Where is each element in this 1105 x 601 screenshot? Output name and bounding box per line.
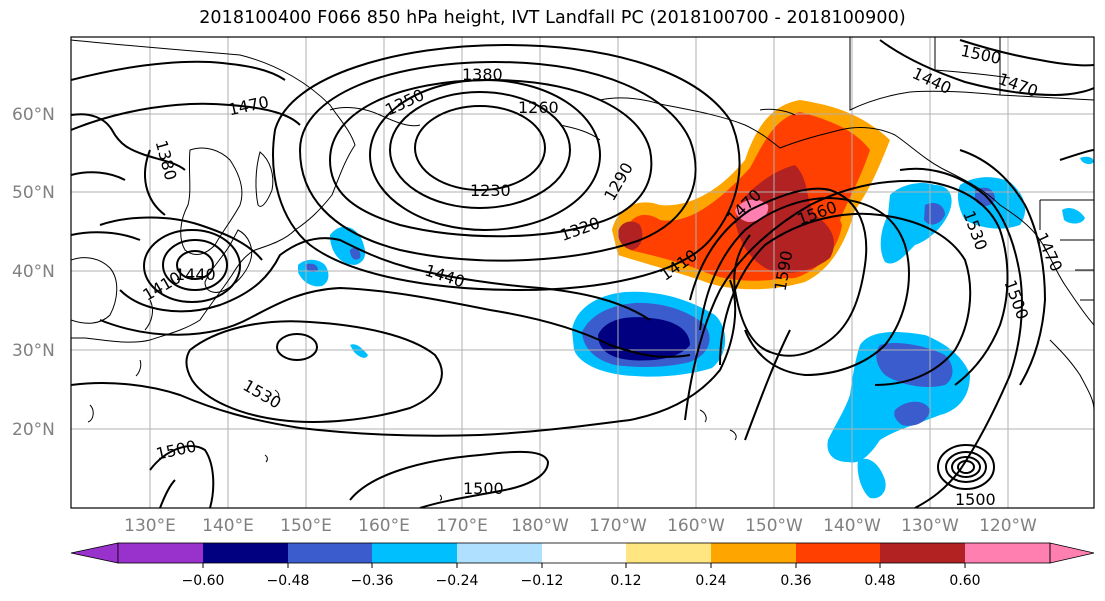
lat-label: 20°N (12, 420, 55, 440)
colorbar-tick-label: −0.36 (351, 573, 394, 589)
lon-label: 180°W (511, 516, 569, 536)
lat-label: 60°N (12, 105, 55, 125)
lon-label: 150°W (745, 516, 803, 536)
colorbar-tick-label: 0.48 (864, 573, 895, 589)
contour-label: 1230 (470, 181, 511, 200)
lon-label: 130°W (901, 516, 959, 536)
colorbar-tick-label: 0.36 (780, 573, 811, 589)
colorbar-tick-label: −0.12 (521, 573, 564, 589)
contour-label: 1440 (175, 265, 216, 284)
colorbar-extend-low (70, 542, 119, 564)
colorbar-segment (542, 543, 626, 563)
colorbar-segment (965, 543, 1050, 563)
contour-label: 1500 (955, 490, 996, 509)
lon-label: 150°E (280, 516, 332, 536)
colorbar-segment (457, 543, 542, 563)
colorbar-extend-high (1049, 542, 1095, 564)
colorbar-tick-label: 0.60 (949, 573, 980, 589)
colorbar: −0.60 −0.48 −0.36 −0.24 −0.12 0.12 0.24 … (70, 542, 1095, 589)
lon-label: 120°W (979, 516, 1037, 536)
contour-label: 1380 (462, 65, 503, 84)
contour-label: 1500 (463, 479, 504, 498)
map-background (71, 37, 1094, 508)
lon-label: 170°E (436, 516, 488, 536)
colorbar-tick-label: −0.60 (182, 573, 225, 589)
contour-label: 1260 (518, 98, 559, 117)
height-contours (71, 39, 1094, 508)
map-title: 2018100400 F066 850 hPa height, IVT Land… (199, 8, 906, 28)
latitude-labels: 60°N 50°N 40°N 30°N 20°N (12, 105, 55, 440)
lon-label: 140°E (202, 516, 254, 536)
lat-label: 50°N (12, 183, 55, 203)
colorbar-segment (203, 543, 288, 563)
map-frame (70, 36, 1095, 509)
colorbar-segment (372, 543, 457, 563)
lon-label: 160°E (358, 516, 410, 536)
lon-label: 170°W (589, 516, 647, 536)
colorbar-tick-label: 0.12 (610, 573, 641, 589)
colorbar-tick-label: 0.24 (695, 573, 726, 589)
gridlines (71, 37, 1094, 508)
lon-label: 130°E (124, 516, 176, 536)
colorbar-segment (118, 543, 203, 563)
colorbar-segment (288, 543, 372, 563)
lat-label: 40°N (12, 262, 55, 282)
colorbar-tick-label: −0.24 (436, 573, 479, 589)
longitude-labels: 130°E 140°E 150°E 160°E 170°E 180°W 170°… (124, 516, 1037, 536)
lon-label: 140°W (823, 516, 881, 536)
colorbar-segment (796, 543, 880, 563)
colorbar-segment (711, 543, 796, 563)
lon-label: 160°W (667, 516, 725, 536)
lat-label: 30°N (12, 341, 55, 361)
colorbar-segment (626, 543, 711, 563)
colorbar-tick-label: −0.48 (267, 573, 310, 589)
colorbar-segment (880, 543, 965, 563)
